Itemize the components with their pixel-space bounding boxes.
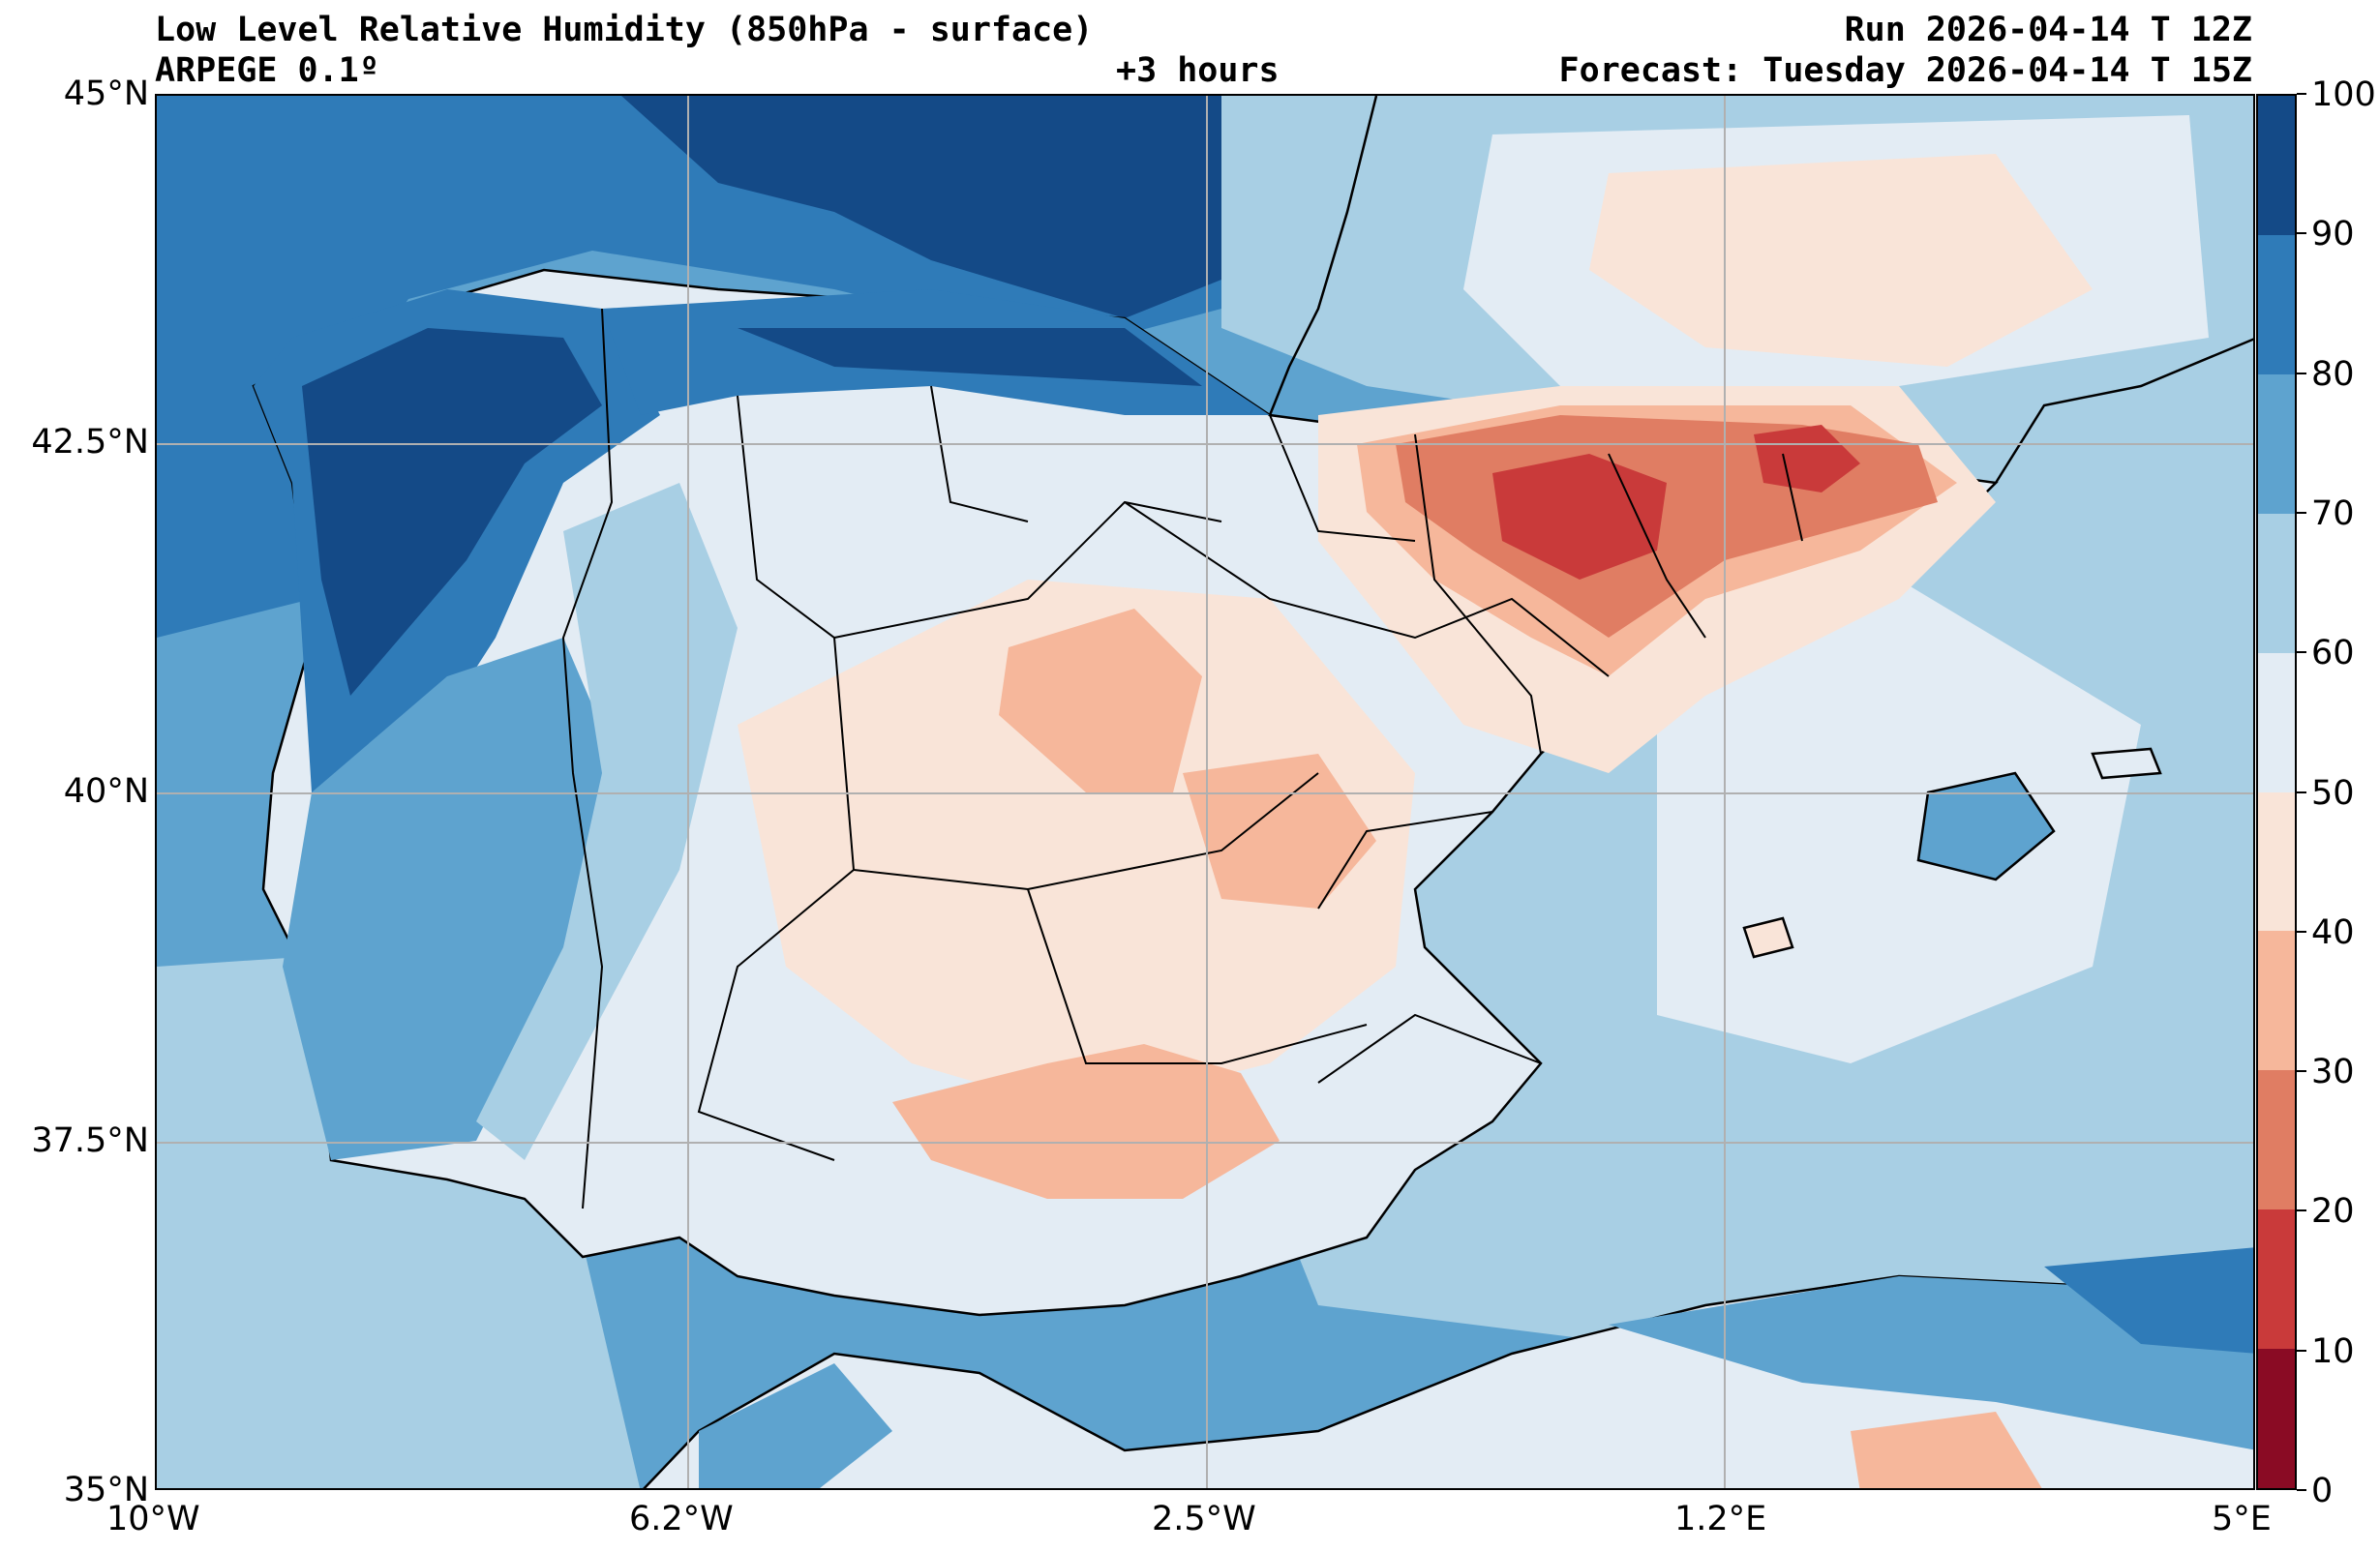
humidity-map — [155, 94, 2255, 1490]
humidity-zone-france-45 — [1589, 154, 2093, 367]
humidity-zone-south-35 — [892, 1044, 1280, 1199]
humidity-zone-biscay-95 — [621, 96, 1221, 318]
colorbar-segment-80-90 — [2258, 234, 2295, 375]
humidity-zone-ebro-15b — [1754, 425, 1860, 492]
menorca-island — [2091, 747, 2162, 780]
colorbar-segment-40-50 — [2258, 791, 2295, 932]
colorbar — [2256, 94, 2297, 1490]
colorbar-segment-50-60 — [2258, 652, 2295, 792]
colorbar-tick — [2297, 93, 2306, 95]
colorbar-tick — [2297, 511, 2306, 514]
humidity-zone-morocco-80 — [699, 1363, 892, 1488]
humidity-zone-portugal-70 — [283, 638, 621, 1160]
lead-time-label: +3 hours — [1116, 51, 1280, 90]
lat-label-45: 45°N — [63, 75, 149, 113]
colorbar-tick — [2297, 1489, 2306, 1491]
colorbar-segment-20-30 — [2258, 1070, 2295, 1210]
colorbar-segment-60-70 — [2258, 513, 2295, 654]
colorbar-tick-label: 70 — [2311, 493, 2355, 533]
colorbar-tick-label: 30 — [2311, 1053, 2355, 1092]
lon-label-2-5w: 2.5°W — [1152, 1500, 1256, 1538]
colorbar-tick-label: 40 — [2311, 912, 2355, 952]
map-title: Low Level Relative Humidity (850hPa - su… — [155, 11, 1094, 49]
humidity-zone-algeria-90 — [2044, 1247, 2253, 1354]
colorbar-tick-label: 10 — [2311, 1331, 2355, 1371]
colorbar-tick — [2297, 1349, 2306, 1352]
humidity-zone-central-35a — [999, 609, 1202, 792]
run-label: Run 2026-04-14 T 12Z — [1844, 11, 2252, 49]
humidity-zone-central-45 — [738, 580, 1415, 1112]
forecast-label: Forecast: Tuesday 2026-04-14 T 15Z — [1558, 51, 2252, 90]
colorbar-segment-0-10 — [2258, 1349, 2295, 1489]
lat-label-42-5: 42.5°N — [31, 423, 149, 462]
colorbar-segment-70-80 — [2258, 373, 2295, 515]
lon-label-6-2w: 6.2°W — [629, 1500, 734, 1538]
graticule — [157, 96, 2253, 1488]
colorbar-segment-30-40 — [2258, 931, 2295, 1071]
lat-label-40: 40°N — [63, 772, 149, 811]
lon-label-1-2e: 1.2°E — [1674, 1500, 1767, 1538]
colorbar-tick — [2297, 930, 2306, 933]
humidity-zone-algeria-40 — [1851, 1412, 2042, 1488]
colorbar-tick — [2297, 372, 2306, 374]
colorbar-tick-label: 0 — [2311, 1472, 2334, 1510]
map-canvas — [157, 96, 2253, 1488]
colorbar-tick — [2297, 1070, 2306, 1073]
ibiza-island — [1742, 916, 1794, 959]
humidity-zone-galicia-95 — [302, 328, 602, 696]
colorbar-tick-label: 60 — [2311, 634, 2355, 673]
colorbar-tick — [2297, 232, 2306, 235]
colorbar-tick-label: 80 — [2311, 354, 2355, 394]
lat-label-37-5: 37.5°N — [31, 1121, 149, 1160]
colorbar-tick-label: 50 — [2311, 773, 2355, 813]
colorbar-segment-10-20 — [2258, 1209, 2295, 1350]
humidity-zone-algeria-70 — [1609, 1257, 2253, 1450]
lon-label-10w: 10°W — [106, 1500, 200, 1538]
colorbar-tick-label: 100 — [2311, 75, 2376, 114]
colorbar-tick-label: 90 — [2311, 215, 2355, 254]
colorbar-tick — [2297, 791, 2306, 793]
colorbar-tick-label: 20 — [2311, 1192, 2355, 1232]
colorbar-tick — [2297, 651, 2306, 654]
lat-label-35: 35°N — [63, 1471, 149, 1509]
mallorca-island — [1916, 771, 2056, 881]
colorbar-segment-90-100 — [2258, 96, 2295, 236]
lon-label-5e: 5°E — [2212, 1500, 2272, 1538]
coastline-france — [1268, 96, 1378, 416]
humidity-zone-cantabria-90 — [738, 328, 1202, 386]
model-label: ARPEGE 0.1º — [155, 51, 379, 90]
colorbar-tick — [2297, 1209, 2306, 1212]
humidity-zone-west-60 — [476, 483, 738, 1160]
